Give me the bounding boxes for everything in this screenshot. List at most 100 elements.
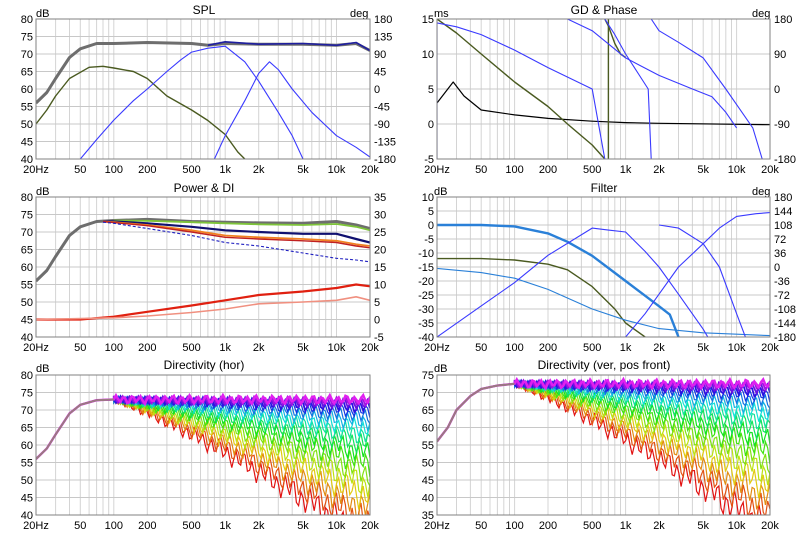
filter-ytick: -30 [418, 304, 434, 316]
spl-xtick: 200 [138, 164, 156, 176]
power-ytick: 50 [21, 297, 33, 309]
filter-xtick: 500 [583, 342, 601, 354]
filter-ytick: 10 [422, 192, 434, 204]
power-chart-title: Power & DI [174, 181, 235, 195]
filter-xtick: 10k [728, 342, 746, 354]
gd-frame [436, 18, 771, 160]
gd-series-line [650, 19, 763, 159]
power-y2tick: 10 [374, 280, 386, 292]
directivity-hor-chart: Directivity (hor) dB 40 45 50 55 60 65 70 75 80 2… [21, 358, 380, 532]
spl-ytick: 65 [21, 67, 33, 79]
spl-xtick: 50 [74, 164, 86, 176]
filter-xtick: 1k [620, 342, 632, 354]
dir_h-polar-curve [36, 395, 370, 515]
power-y2tick: 30 [374, 210, 386, 222]
power-frame [35, 196, 371, 338]
dir_h-xtick: 10k [328, 520, 346, 532]
filter-ytick: -15 [418, 262, 434, 274]
dir_v-xtick: 500 [583, 520, 601, 532]
dir_v-lf-curve [437, 382, 515, 443]
dir_h-ytick: 80 [21, 370, 33, 382]
filter-series-line [437, 267, 770, 337]
dir-hor-ylabel: dB [36, 363, 49, 375]
dir_v-ytick: 35 [422, 510, 434, 522]
spl-series-line [213, 61, 370, 159]
filter-y2tick: 144 [774, 206, 792, 218]
spl-ytick: 50 [21, 119, 33, 131]
dir_h-ytick: 60 [21, 440, 33, 452]
dir_h-frame [35, 374, 371, 516]
power-y2tick: 15 [374, 262, 386, 274]
dir_v-polar-curve [437, 376, 770, 443]
gd-xtick: 20Hz [424, 164, 450, 176]
filter-y2tick: -108 [774, 304, 796, 316]
filter-y2tick: -36 [774, 276, 790, 288]
spl-y2tick: -135 [374, 137, 396, 149]
dir_h-ytick: 55 [21, 458, 33, 470]
gd-ytick: 10 [422, 49, 434, 61]
power-series-layer [36, 217, 370, 321]
filter-xtick: 20Hz [424, 342, 450, 354]
filter-series-line [437, 227, 709, 337]
power-xtick: 50 [74, 342, 86, 354]
power-xtick: 20k [361, 342, 379, 354]
power-y2tick: 0 [374, 315, 380, 327]
gd-xtick: 500 [583, 164, 601, 176]
gd-chart-title: GD & Phase [571, 3, 638, 17]
filter-xtick: 5k [697, 342, 709, 354]
power-ylabel: dB [36, 186, 49, 198]
filter-frame [436, 196, 771, 338]
filter-xtick: 50 [475, 342, 487, 354]
dir_h-xtick: 1k [219, 520, 231, 532]
filter-chart-title: Filter [591, 181, 618, 195]
filter-series-line [658, 224, 746, 337]
filter-y2tick: -72 [774, 290, 790, 302]
power-series-line [36, 296, 370, 321]
dir_h-polar-curve [36, 395, 370, 510]
power-ytick: 65 [21, 245, 33, 257]
dir_v-ytick: 40 [422, 493, 434, 505]
power-ytick: 60 [21, 262, 33, 274]
gd-ylabel: ms [434, 8, 449, 20]
dir_h-xtick: 50 [74, 520, 86, 532]
spl-xtick: 100 [105, 164, 123, 176]
dir_h-ytick: 70 [21, 405, 33, 417]
dir_v-xtick: 50 [475, 520, 487, 532]
filter-chart: Filter dB deg -40 -35 -30 -25 -20 -15 -10 -5 0 5 1… [418, 181, 796, 354]
filter-y2tick: 36 [774, 248, 786, 260]
dir_v-polar-curve [437, 379, 770, 511]
gd-series-layer [437, 19, 770, 159]
dir_v-polar-curve [437, 379, 770, 442]
spl-y2tick: -90 [374, 119, 390, 131]
dir_h-ytick: 75 [21, 388, 33, 400]
spl-ytick: 40 [21, 154, 33, 166]
gd-series-line [437, 81, 770, 126]
dir_v-ytick: 75 [422, 370, 434, 382]
dir_h-xtick: 500 [182, 520, 200, 532]
power-xtick: 10k [328, 342, 346, 354]
gd-phase-chart: GD & Phase ms deg -5 0 5 10 15 -180 -90 0 90 180 2… [422, 3, 796, 176]
dir_v-ytick: 70 [422, 388, 434, 400]
filter-ytick: 5 [428, 206, 434, 218]
power-xtick: 2k [253, 342, 265, 354]
power-ytick: 70 [21, 227, 33, 239]
dir_h-polar-curve [36, 392, 370, 460]
gd-y2label: deg [752, 8, 770, 20]
power-ytick: 75 [21, 210, 33, 222]
dir_h-polar-curve [36, 395, 370, 460]
dir_v-xtick: 2k [653, 520, 665, 532]
power-xtick: 100 [105, 342, 123, 354]
dir-hor-chart-title: Directivity (hor) [164, 358, 245, 372]
power-ytick: 45 [21, 315, 33, 327]
dir-ver-chart-title: Directivity (ver, pos front) [538, 358, 671, 372]
power-y2tick: 25 [374, 227, 386, 239]
filter-ytick: 0 [428, 220, 434, 232]
spl-ytick: 70 [21, 49, 33, 61]
power-xtick: 1k [219, 342, 231, 354]
power-series-line [36, 217, 370, 283]
power-y2tick: -5 [374, 332, 384, 344]
filter-y2tick: 72 [774, 234, 786, 246]
spl-y2tick: 0 [374, 84, 380, 96]
filter-ytick: -25 [418, 290, 434, 302]
spl-y2tick: -180 [374, 154, 396, 166]
